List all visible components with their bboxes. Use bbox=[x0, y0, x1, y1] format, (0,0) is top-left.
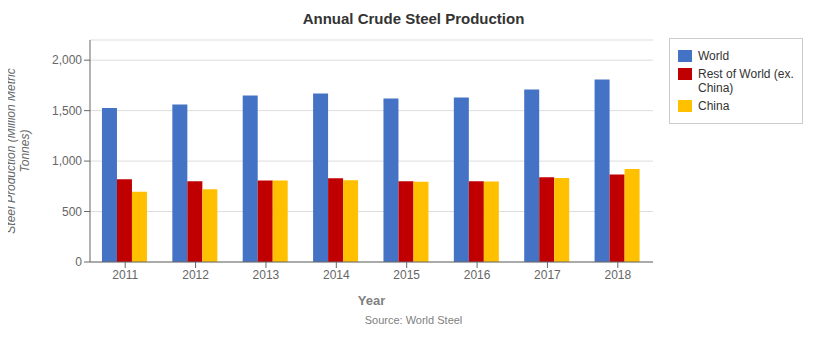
svg-text:2,000: 2,000 bbox=[52, 53, 82, 67]
svg-text:2018: 2018 bbox=[604, 268, 631, 282]
html-text:World: World bbox=[698, 49, 730, 63]
svg-text:1,500: 1,500 bbox=[52, 104, 82, 118]
svg-text:Steel Production (Million Metr: Steel Production (Million MetricTonnes) bbox=[8, 68, 32, 233]
html-text:Annual Crude Steel Production: Annual Crude Steel Production bbox=[302, 10, 525, 27]
html-text:Source: World Steel: Source: World Steel bbox=[364, 314, 463, 326]
svg-text:Year: Year bbox=[358, 293, 385, 308]
svg-text:2012: 2012 bbox=[182, 268, 209, 282]
svg-text:0: 0 bbox=[75, 255, 82, 269]
html-text:China: China bbox=[698, 99, 730, 113]
svg-text:500: 500 bbox=[62, 205, 82, 219]
svg-text:2016: 2016 bbox=[464, 268, 491, 282]
svg-text:2014: 2014 bbox=[323, 268, 350, 282]
svg-text:2017: 2017 bbox=[534, 268, 561, 282]
svg-text:1,000: 1,000 bbox=[52, 154, 82, 168]
html-text:Rest of World (ex. China): Rest of World (ex. China) bbox=[698, 67, 794, 95]
svg-text:2011: 2011 bbox=[112, 268, 138, 282]
svg-text:2013: 2013 bbox=[253, 268, 280, 282]
svg-text:2015: 2015 bbox=[393, 268, 420, 282]
